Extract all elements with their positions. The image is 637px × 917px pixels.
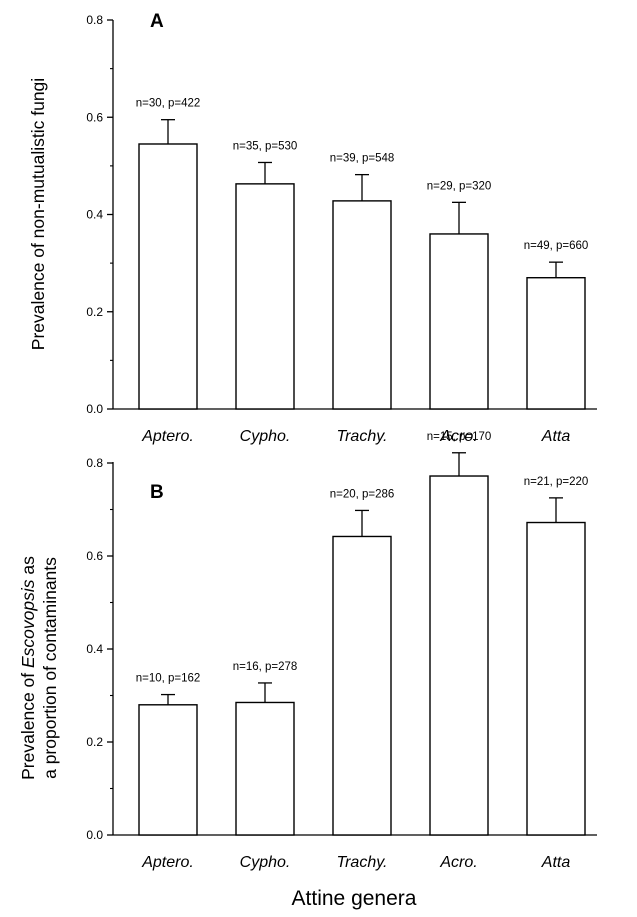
panel-a: A Prevalence of non-mutualistic fungi 0.… [28,11,597,445]
y-tick-label: 0.2 [86,305,103,319]
bar-data-label: n=16, p=278 [233,661,298,673]
panel-a-y-axis-label: Prevalence of non-mutualistic fungi [28,78,48,350]
x-axis-title: Attine genera [292,887,417,910]
panel-b-y-ticks: 0.0 0.2 0.4 0.6 0.8 [86,456,113,842]
y-tick-label: 0.2 [86,735,103,749]
panel-a-label: A [150,11,164,32]
category-label: Acro. [439,854,477,871]
panel-b: B Prevalence of Escovopsis as a proporti… [18,431,597,910]
bar-data-label: n=29, p=320 [427,180,492,192]
bar-data-label: n=20, p=286 [330,488,395,500]
y-tick-label: 0.8 [86,13,103,27]
category-label: Trachy. [337,854,388,871]
panel-a-category-labels: Aptero. Cypho. Trachy. Acro. Atta [141,428,570,445]
category-label: Acro. [439,428,477,445]
panel-b-category-labels: Aptero. Cypho. Trachy. Acro. Atta [141,854,570,871]
bar-trachy [332,200,392,410]
bar-data-label: n=15, p=170 [427,431,492,443]
bar-data-label: n=21, p=220 [524,476,589,488]
category-label: Atta [541,854,571,871]
panel-b-y-axis-label-line2: a proportion of contaminants [40,557,60,779]
bar-acro [429,233,489,410]
bar-data-label: n=10, p=162 [136,673,201,685]
panel-b-bars: n=10, p=162 n=16, p=278 n=20, p=286 n=15, p… [136,431,589,836]
category-label: Aptero. [141,428,194,445]
y-tick-label: 0.0 [86,402,103,416]
y-tick-label: 0.4 [86,208,103,222]
category-label: Cypho. [240,854,291,871]
bar-data-label: n=49, p=660 [524,240,589,252]
bar-trachy [332,535,392,836]
bar-aptero [138,704,198,836]
category-label: Cypho. [240,428,291,445]
y-tick-label: 0.8 [86,456,103,470]
panel-b-y-axis-label-prefix: Prevalence of [18,668,38,780]
panel-b-label: B [150,482,164,503]
bar-data-label: n=30, p=422 [136,98,201,110]
category-label: Aptero. [141,854,194,871]
y-tick-label: 0.6 [86,110,103,124]
panel-b-y-axis-label-italic: Escovopsis [18,579,38,668]
y-tick-label: 0.0 [86,828,103,842]
bar-acro [429,475,489,836]
bar-data-label: n=39, p=548 [330,153,395,165]
bar-atta [526,521,586,836]
bar-cypho [235,183,295,410]
category-label: Atta [541,428,571,445]
category-label: Trachy. [337,428,388,445]
panel-a-y-ticks: 0.0 0.2 0.4 0.6 0.8 [86,13,113,416]
y-tick-label: 0.6 [86,549,103,563]
panel-a-bars: n=30, p=422 n=35, p=530 n=39, p=548 n=29, p… [136,98,589,410]
bar-atta [526,277,586,410]
panel-b-y-axis-label-suffix: as [18,556,38,580]
bar-data-label: n=35, p=530 [233,140,298,152]
bar-aptero [138,143,198,410]
panel-b-y-axis-label: Prevalence of Escovopsis as [18,556,38,780]
bar-cypho [235,701,295,836]
y-tick-label: 0.4 [86,642,103,656]
